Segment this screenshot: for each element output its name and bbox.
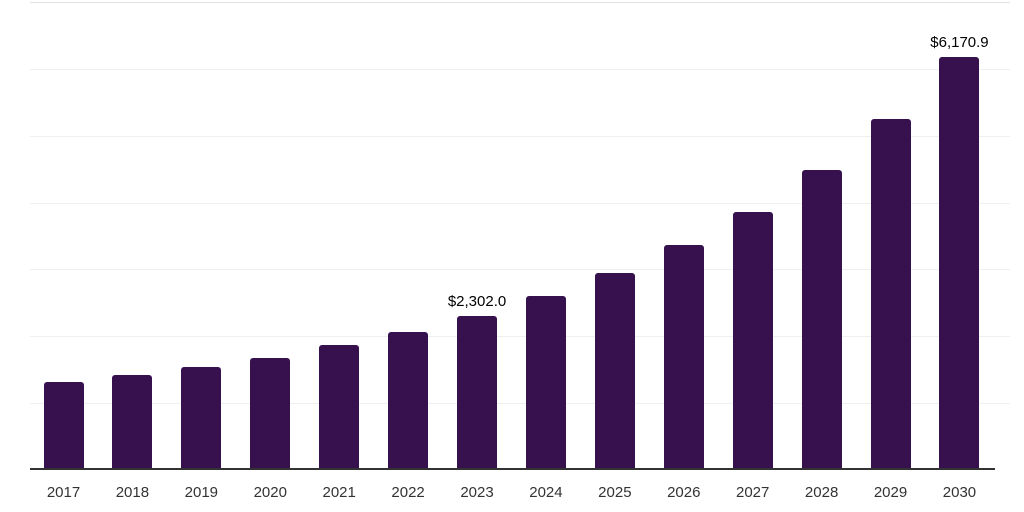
bar-2021 bbox=[319, 344, 360, 470]
tick-label-2019: 2019 bbox=[184, 484, 219, 501]
bar-2026 bbox=[663, 245, 704, 470]
tick-label-2018: 2018 bbox=[115, 484, 150, 501]
tick-label-2030: 2030 bbox=[942, 484, 977, 501]
tick-label-2022: 2022 bbox=[391, 484, 425, 501]
bar-2018 bbox=[112, 375, 153, 470]
gridline-2000 bbox=[30, 336, 1010, 338]
tick-label-2021: 2021 bbox=[322, 484, 356, 501]
gridline-5000 bbox=[30, 135, 1010, 137]
bar-2027 bbox=[732, 211, 773, 470]
bar-2023 bbox=[457, 316, 498, 470]
tick-label-2026: 2026 bbox=[667, 484, 701, 501]
bar-2022 bbox=[388, 331, 429, 470]
bar-2029 bbox=[870, 119, 911, 470]
tick-label-2017: 2017 bbox=[46, 484, 81, 501]
bar-2024 bbox=[525, 296, 566, 470]
tick-label-2020: 2020 bbox=[253, 484, 287, 501]
tick-label-2024: 2024 bbox=[529, 484, 563, 501]
gridline-6000 bbox=[30, 68, 1010, 70]
gridline-3000 bbox=[30, 269, 1010, 271]
tick-label-2028: 2028 bbox=[804, 484, 839, 501]
bar-2019 bbox=[181, 367, 222, 470]
tick-label-2023: 2023 bbox=[460, 484, 494, 501]
bar-2020 bbox=[250, 358, 291, 470]
gridline-4000 bbox=[30, 202, 1010, 204]
data-label-2030: $6,170.9 bbox=[930, 34, 989, 52]
tick-label-2025: 2025 bbox=[598, 484, 632, 501]
tick-label-2027: 2027 bbox=[736, 484, 770, 501]
bar-2028 bbox=[801, 170, 842, 470]
tick-label-2029: 2029 bbox=[873, 484, 908, 501]
plot-area: $2,302.0 $6,170.9 bbox=[30, 2, 1010, 470]
bar-2030 bbox=[939, 57, 980, 470]
data-label-2023: $2,302.0 bbox=[447, 293, 507, 311]
x-axis-line bbox=[30, 468, 995, 470]
bar-2017 bbox=[43, 382, 84, 470]
gridline-7000 bbox=[30, 2, 1010, 3]
gridline-1000 bbox=[30, 403, 1010, 405]
bar-2025 bbox=[594, 272, 635, 470]
